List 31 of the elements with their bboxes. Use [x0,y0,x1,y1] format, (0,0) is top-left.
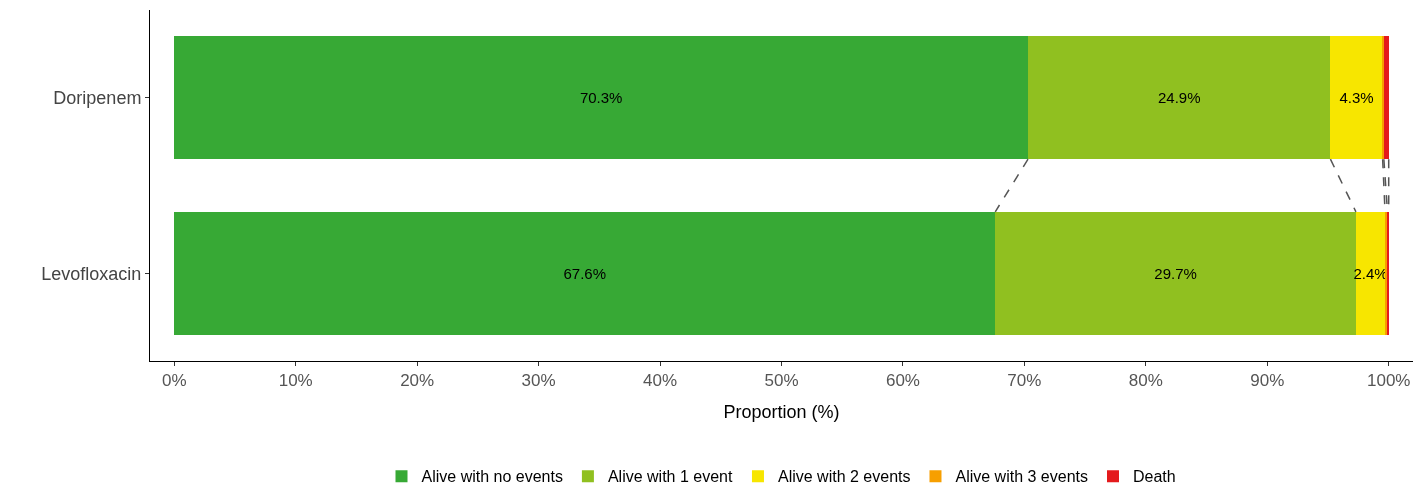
legend-label: Death [1133,468,1176,486]
bar [1330,36,1383,160]
x-tick-label: 40% [643,371,678,391]
legend-label: Alive with 3 events [955,468,1088,486]
data-label: 29.7% [1154,264,1197,282]
bar [1028,36,1331,160]
x-tick-label: 10% [278,371,313,391]
data-label: 67.6% [563,264,607,282]
bar [1383,36,1389,160]
data-label: 70.3% [579,89,623,107]
y-tick-label: Doripenem [53,88,142,109]
bar [174,36,1029,160]
x-tick-label: 90% [1250,371,1285,391]
bar [995,211,1356,335]
y-tick-label: Levofloxacin [41,263,142,284]
data-label: 4.3% [1339,89,1374,107]
x-tick-label: 30% [521,371,556,391]
legend-label: Alive with 2 events [777,468,911,486]
x-tick-label: 80% [1128,371,1163,391]
x-tick-label: 50% [764,371,799,391]
x-tick-label: 0% [162,371,187,391]
x-axis-title: Proportion (%) [723,401,840,422]
legend-label: Alive with 1 event [607,468,733,486]
x-tick-label: 100% [1366,371,1411,391]
legend-label: Alive with no events [421,468,563,486]
x-tick-label: 60% [885,371,920,391]
x-tick-label: 70% [1007,371,1042,391]
x-tick-label: 20% [400,371,435,391]
bar [1355,211,1386,335]
bar [174,211,996,335]
data-label: 24.9% [1157,89,1201,107]
